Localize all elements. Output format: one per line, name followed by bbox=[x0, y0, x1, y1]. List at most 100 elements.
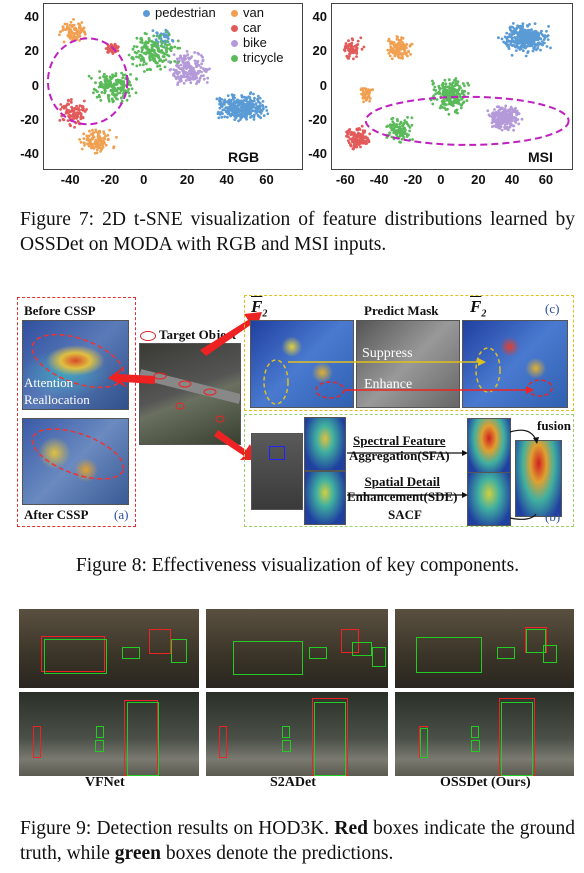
point-tricycle bbox=[141, 56, 145, 60]
figure-7-label: Figure 7: bbox=[20, 209, 95, 230]
point-pedestrian bbox=[223, 98, 227, 102]
point-tricycle bbox=[112, 87, 116, 91]
pred-box bbox=[526, 629, 546, 653]
point-pedestrian bbox=[547, 25, 550, 28]
point-car bbox=[359, 141, 363, 145]
point-van bbox=[405, 43, 409, 46]
point-pedestrian bbox=[222, 103, 226, 106]
point-van bbox=[63, 28, 67, 31]
point-tricycle bbox=[120, 99, 124, 103]
point-tricycle bbox=[145, 68, 149, 72]
tsne-msi-plot: MSI bbox=[331, 3, 573, 170]
point-tricycle bbox=[411, 138, 414, 141]
point-car bbox=[343, 46, 347, 50]
point-van bbox=[65, 25, 69, 29]
point-car bbox=[347, 39, 350, 43]
point-van bbox=[98, 138, 101, 142]
plot-title-msi: MSI bbox=[528, 149, 553, 165]
point-van bbox=[72, 18, 75, 21]
point-tricycle bbox=[453, 110, 457, 114]
point-tricycle bbox=[108, 75, 112, 79]
point-tricycle bbox=[156, 47, 160, 51]
point-bike bbox=[197, 64, 201, 67]
point-bike bbox=[502, 113, 506, 117]
x-tick-label: 0 bbox=[140, 172, 148, 187]
point-bike bbox=[201, 55, 204, 59]
point-pedestrian bbox=[542, 38, 546, 41]
point-van bbox=[403, 50, 407, 54]
point-bike bbox=[183, 61, 187, 65]
point-tricycle bbox=[101, 83, 104, 86]
point-tricycle bbox=[160, 41, 164, 45]
s2adet-car-scene bbox=[206, 609, 388, 688]
point-bike bbox=[198, 76, 202, 80]
point-bike bbox=[199, 74, 203, 78]
point-bike bbox=[504, 118, 508, 121]
point-car bbox=[348, 52, 351, 56]
point-tricycle bbox=[109, 89, 113, 93]
point-pedestrian bbox=[536, 46, 540, 50]
point-car bbox=[349, 144, 353, 148]
point-car bbox=[116, 49, 120, 53]
point-tricycle bbox=[135, 36, 139, 40]
point-van bbox=[362, 91, 366, 94]
point-car bbox=[360, 124, 364, 128]
point-tricycle bbox=[450, 83, 454, 87]
x-tick-label: 40 bbox=[504, 172, 520, 187]
point-tricycle bbox=[402, 136, 406, 139]
point-bike bbox=[188, 57, 191, 61]
point-pedestrian bbox=[538, 36, 542, 40]
target-object-legend: Target Object bbox=[140, 327, 236, 343]
legend-item-tricycle: tricycle bbox=[231, 50, 283, 65]
point-pedestrian bbox=[252, 118, 256, 121]
point-pedestrian bbox=[261, 100, 265, 103]
point-pedestrian bbox=[528, 44, 532, 48]
point-pedestrian bbox=[505, 40, 509, 44]
point-pedestrian bbox=[255, 104, 258, 108]
point-pedestrian bbox=[545, 45, 549, 48]
point-car bbox=[82, 99, 86, 103]
point-bike bbox=[206, 76, 210, 80]
point-car bbox=[66, 102, 70, 106]
point-tricycle bbox=[402, 126, 406, 130]
point-tricycle bbox=[385, 125, 389, 129]
point-pedestrian bbox=[217, 116, 221, 120]
point-car bbox=[59, 108, 62, 111]
panel-c-border bbox=[244, 295, 574, 411]
point-tricycle bbox=[461, 89, 464, 93]
point-tricycle bbox=[103, 87, 107, 90]
x-tick-label: 40 bbox=[219, 172, 234, 187]
point-pedestrian bbox=[536, 31, 539, 35]
f2-bar-label: F2 bbox=[470, 297, 486, 319]
point-van bbox=[100, 147, 104, 151]
point-tricycle bbox=[144, 62, 148, 66]
point-van bbox=[78, 23, 82, 27]
panel-c-tag: (c) bbox=[545, 301, 560, 316]
point-tricycle bbox=[152, 34, 156, 38]
point-bike bbox=[179, 54, 182, 58]
point-pedestrian bbox=[546, 38, 550, 41]
point-car bbox=[64, 105, 68, 108]
point-tricycle bbox=[460, 103, 463, 107]
point-bike bbox=[503, 125, 506, 129]
point-van bbox=[63, 22, 67, 26]
point-tricycle bbox=[121, 76, 125, 79]
f2-bar-subscript: 2 bbox=[481, 308, 487, 320]
point-tricycle bbox=[105, 82, 109, 86]
point-car bbox=[360, 134, 363, 138]
point-tricycle bbox=[105, 75, 108, 78]
point-car bbox=[352, 57, 355, 61]
point-bike bbox=[494, 110, 498, 114]
gt-box bbox=[149, 629, 171, 654]
point-tricycle bbox=[449, 97, 452, 101]
point-car bbox=[353, 139, 356, 143]
point-tricycle bbox=[94, 88, 98, 92]
point-tricycle bbox=[432, 88, 436, 92]
point-car bbox=[108, 48, 112, 52]
point-tricycle bbox=[139, 59, 143, 62]
point-car bbox=[364, 135, 368, 139]
point-tricycle bbox=[132, 45, 136, 48]
point-bike bbox=[512, 124, 516, 128]
panel-a-tag: (a) bbox=[114, 507, 129, 522]
point-van bbox=[94, 130, 98, 134]
